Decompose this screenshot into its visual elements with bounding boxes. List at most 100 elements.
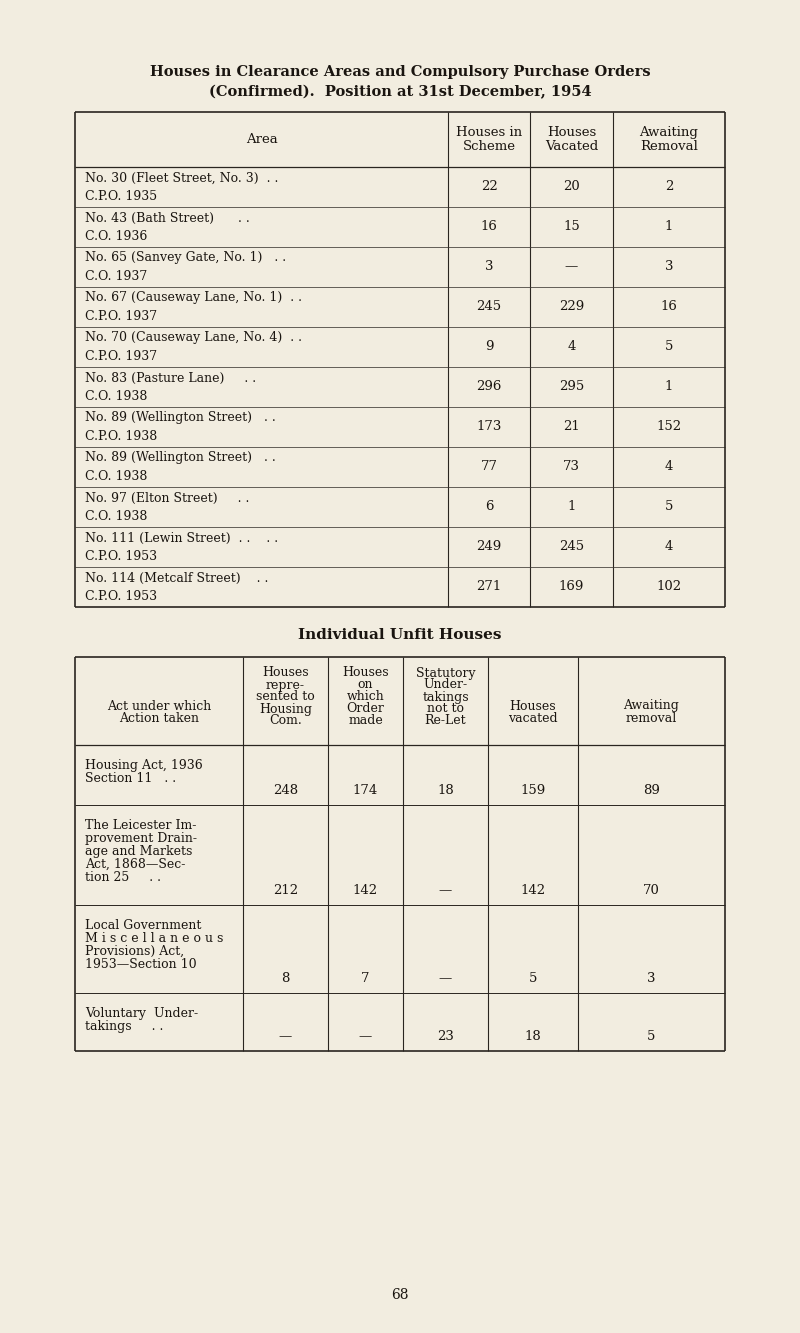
Text: 248: 248 [273, 785, 298, 797]
Text: Houses: Houses [342, 666, 389, 680]
Text: Com.: Com. [269, 714, 302, 728]
Text: No. 89 (Wellington Street)   . .: No. 89 (Wellington Street) . . [85, 412, 276, 424]
Text: 7: 7 [362, 973, 370, 985]
Text: which: which [346, 690, 384, 704]
Text: 22: 22 [481, 180, 498, 193]
Text: vacated: vacated [508, 713, 558, 725]
Text: No. 30 (Fleet Street, No. 3)  . .: No. 30 (Fleet Street, No. 3) . . [85, 172, 278, 184]
Text: 4: 4 [665, 540, 673, 553]
Text: Act under which: Act under which [107, 700, 211, 713]
Text: 159: 159 [520, 785, 546, 797]
Text: C.O. 1936: C.O. 1936 [85, 229, 147, 243]
Text: No. 70 (Causeway Lane, No. 4)  . .: No. 70 (Causeway Lane, No. 4) . . [85, 332, 302, 344]
Text: 16: 16 [661, 300, 678, 313]
Text: 271: 271 [476, 580, 502, 593]
Text: 169: 169 [559, 580, 584, 593]
Text: No. 65 (Sanvey Gate, No. 1)   . .: No. 65 (Sanvey Gate, No. 1) . . [85, 252, 286, 264]
Text: No. 83 (Pasture Lane)     . .: No. 83 (Pasture Lane) . . [85, 372, 256, 384]
Text: 296: 296 [476, 380, 502, 393]
Text: 73: 73 [563, 460, 580, 473]
Text: tion 25     . .: tion 25 . . [85, 870, 161, 884]
Text: 245: 245 [477, 300, 502, 313]
Text: takings: takings [422, 690, 469, 704]
Text: —: — [565, 260, 578, 273]
Text: 4: 4 [567, 340, 576, 353]
Text: C.O. 1938: C.O. 1938 [85, 469, 147, 483]
Text: 15: 15 [563, 220, 580, 233]
Text: C.P.O. 1953: C.P.O. 1953 [85, 549, 157, 563]
Text: 245: 245 [559, 540, 584, 553]
Text: 142: 142 [521, 885, 546, 897]
Text: 174: 174 [353, 785, 378, 797]
Text: Vacated: Vacated [545, 140, 598, 153]
Text: —: — [439, 885, 452, 897]
Text: Houses in: Houses in [456, 127, 522, 139]
Text: Houses: Houses [547, 127, 596, 139]
Text: No. 111 (Lewin Street)  . .    . .: No. 111 (Lewin Street) . . . . [85, 532, 278, 544]
Text: 18: 18 [437, 785, 454, 797]
Text: Awaiting: Awaiting [623, 700, 679, 713]
Text: 2: 2 [665, 180, 673, 193]
Text: 21: 21 [563, 420, 580, 433]
Text: Voluntary  Under-: Voluntary Under- [85, 1006, 198, 1020]
Text: —: — [359, 1030, 372, 1044]
Text: C.P.O. 1937: C.P.O. 1937 [85, 349, 157, 363]
Text: made: made [348, 714, 383, 728]
Text: No. 114 (Metcalf Street)    . .: No. 114 (Metcalf Street) . . [85, 572, 268, 584]
Text: Re-Let: Re-Let [425, 714, 466, 728]
Text: Individual Unfit Houses: Individual Unfit Houses [298, 628, 502, 643]
Text: C.P.O. 1937: C.P.O. 1937 [85, 309, 157, 323]
Text: 5: 5 [529, 973, 537, 985]
Text: 89: 89 [643, 785, 660, 797]
Text: Houses: Houses [510, 700, 556, 713]
Text: No. 89 (Wellington Street)   . .: No. 89 (Wellington Street) . . [85, 452, 276, 464]
Text: Action taken: Action taken [119, 713, 199, 725]
Text: C.O. 1938: C.O. 1938 [85, 509, 147, 523]
Text: removal: removal [626, 713, 677, 725]
Text: Housing Act, 1936: Housing Act, 1936 [85, 758, 202, 772]
Text: Section 11   . .: Section 11 . . [85, 772, 176, 785]
Text: Local Government: Local Government [85, 918, 202, 932]
Text: Houses: Houses [262, 666, 309, 680]
Text: 142: 142 [353, 885, 378, 897]
Text: 3: 3 [647, 973, 656, 985]
Text: takings     . .: takings . . [85, 1020, 163, 1033]
Text: 16: 16 [481, 220, 498, 233]
Text: 102: 102 [657, 580, 682, 593]
Text: No. 67 (Causeway Lane, No. 1)  . .: No. 67 (Causeway Lane, No. 1) . . [85, 292, 302, 304]
Text: 1: 1 [567, 500, 576, 513]
Text: Awaiting: Awaiting [639, 127, 698, 139]
Text: 1: 1 [665, 220, 673, 233]
Text: on: on [358, 678, 374, 692]
Text: —: — [439, 973, 452, 985]
Text: 23: 23 [437, 1030, 454, 1044]
Text: C.O. 1937: C.O. 1937 [85, 269, 147, 283]
Text: 249: 249 [476, 540, 502, 553]
Text: Scheme: Scheme [462, 140, 515, 153]
Text: repre-: repre- [266, 678, 305, 692]
Text: 8: 8 [282, 973, 290, 985]
Text: Removal: Removal [640, 140, 698, 153]
Text: Area: Area [246, 133, 278, 147]
Text: 68: 68 [391, 1288, 409, 1302]
Text: age and Markets: age and Markets [85, 845, 192, 858]
Text: (Confirmed).  Position at 31st December, 1954: (Confirmed). Position at 31st December, … [209, 85, 591, 99]
Text: 4: 4 [665, 460, 673, 473]
Text: 1953—Section 10: 1953—Section 10 [85, 958, 197, 970]
Text: Order: Order [346, 702, 385, 716]
Text: 173: 173 [476, 420, 502, 433]
Text: 5: 5 [665, 340, 673, 353]
Text: Statutory: Statutory [416, 666, 475, 680]
Text: The Leicester Im-: The Leicester Im- [85, 818, 196, 832]
Text: C.P.O. 1953: C.P.O. 1953 [85, 589, 157, 603]
Text: M i s c e l l a n e o u s: M i s c e l l a n e o u s [85, 932, 223, 945]
Text: 229: 229 [559, 300, 584, 313]
Text: C.P.O. 1935: C.P.O. 1935 [85, 189, 157, 203]
Text: —: — [279, 1030, 292, 1044]
Text: 70: 70 [643, 885, 660, 897]
Text: 77: 77 [481, 460, 498, 473]
Text: No. 97 (Elton Street)     . .: No. 97 (Elton Street) . . [85, 492, 250, 504]
Text: Houses in Clearance Areas and Compulsory Purchase Orders: Houses in Clearance Areas and Compulsory… [150, 65, 650, 79]
Text: 5: 5 [647, 1030, 656, 1044]
Text: 18: 18 [525, 1030, 542, 1044]
